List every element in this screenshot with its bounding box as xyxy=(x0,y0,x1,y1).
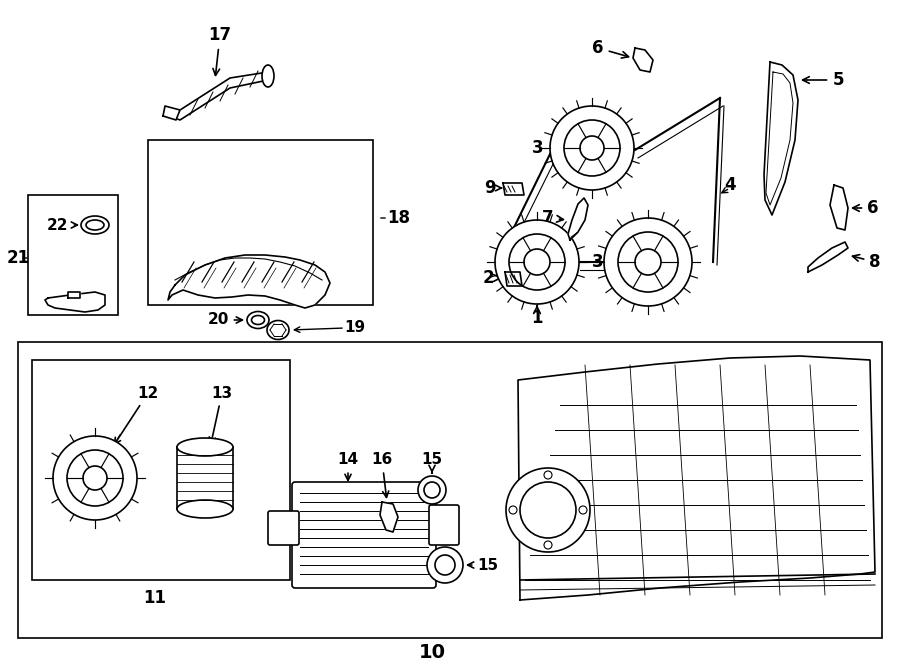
FancyBboxPatch shape xyxy=(429,505,459,545)
Text: 3: 3 xyxy=(532,139,544,157)
Circle shape xyxy=(424,482,440,498)
Circle shape xyxy=(418,476,446,504)
Text: 3: 3 xyxy=(592,253,604,271)
Circle shape xyxy=(604,218,692,306)
Polygon shape xyxy=(764,62,798,215)
Text: 2: 2 xyxy=(482,269,500,287)
Polygon shape xyxy=(568,198,588,240)
Text: 20: 20 xyxy=(207,313,242,327)
Circle shape xyxy=(544,541,552,549)
Ellipse shape xyxy=(177,500,233,518)
Bar xyxy=(18,342,882,638)
Bar xyxy=(177,447,233,509)
Circle shape xyxy=(427,547,463,583)
Circle shape xyxy=(550,106,634,190)
Polygon shape xyxy=(505,272,522,286)
Polygon shape xyxy=(45,292,105,312)
Text: 17: 17 xyxy=(209,26,231,75)
Polygon shape xyxy=(168,255,330,308)
Text: 12: 12 xyxy=(114,385,158,444)
Ellipse shape xyxy=(267,321,289,340)
Ellipse shape xyxy=(251,315,265,325)
Circle shape xyxy=(495,220,579,304)
Circle shape xyxy=(67,450,123,506)
Text: 6: 6 xyxy=(852,199,878,217)
Circle shape xyxy=(520,482,576,538)
Text: 15: 15 xyxy=(468,557,499,572)
Text: 4: 4 xyxy=(724,176,736,194)
Text: 7: 7 xyxy=(542,209,563,227)
Circle shape xyxy=(83,466,107,490)
Ellipse shape xyxy=(262,65,274,87)
Bar xyxy=(148,140,373,305)
Text: 8: 8 xyxy=(852,253,881,271)
Text: 18: 18 xyxy=(387,209,410,227)
Circle shape xyxy=(509,234,565,290)
Circle shape xyxy=(506,468,590,552)
Circle shape xyxy=(544,471,552,479)
Text: 19: 19 xyxy=(345,319,365,334)
Polygon shape xyxy=(808,242,848,272)
Ellipse shape xyxy=(247,311,269,329)
Text: 11: 11 xyxy=(143,589,166,607)
Text: 14: 14 xyxy=(338,453,358,481)
FancyBboxPatch shape xyxy=(292,482,436,588)
Circle shape xyxy=(635,249,661,275)
Polygon shape xyxy=(503,183,524,195)
Text: 5: 5 xyxy=(803,71,844,89)
FancyBboxPatch shape xyxy=(268,511,299,545)
Circle shape xyxy=(509,506,517,514)
Text: 9: 9 xyxy=(484,179,496,197)
Text: 1: 1 xyxy=(531,306,543,327)
Ellipse shape xyxy=(177,438,233,456)
Circle shape xyxy=(435,555,455,575)
Circle shape xyxy=(618,232,678,292)
Text: 21: 21 xyxy=(6,249,30,267)
Circle shape xyxy=(524,249,550,275)
Ellipse shape xyxy=(86,220,104,230)
Polygon shape xyxy=(68,292,80,298)
Text: 10: 10 xyxy=(418,644,446,661)
Text: 13: 13 xyxy=(210,385,232,444)
Polygon shape xyxy=(518,356,875,600)
Circle shape xyxy=(53,436,137,520)
Text: 6: 6 xyxy=(592,39,628,58)
Polygon shape xyxy=(633,48,653,72)
Circle shape xyxy=(580,136,604,160)
Circle shape xyxy=(579,506,587,514)
Circle shape xyxy=(564,120,620,176)
Text: 15: 15 xyxy=(421,453,443,473)
Polygon shape xyxy=(175,72,268,120)
Polygon shape xyxy=(163,106,180,120)
Ellipse shape xyxy=(81,216,109,234)
Text: 16: 16 xyxy=(372,453,392,497)
Bar xyxy=(32,360,290,580)
Text: 22: 22 xyxy=(47,217,77,233)
Polygon shape xyxy=(830,185,848,230)
Polygon shape xyxy=(380,502,398,532)
Bar xyxy=(28,195,118,315)
